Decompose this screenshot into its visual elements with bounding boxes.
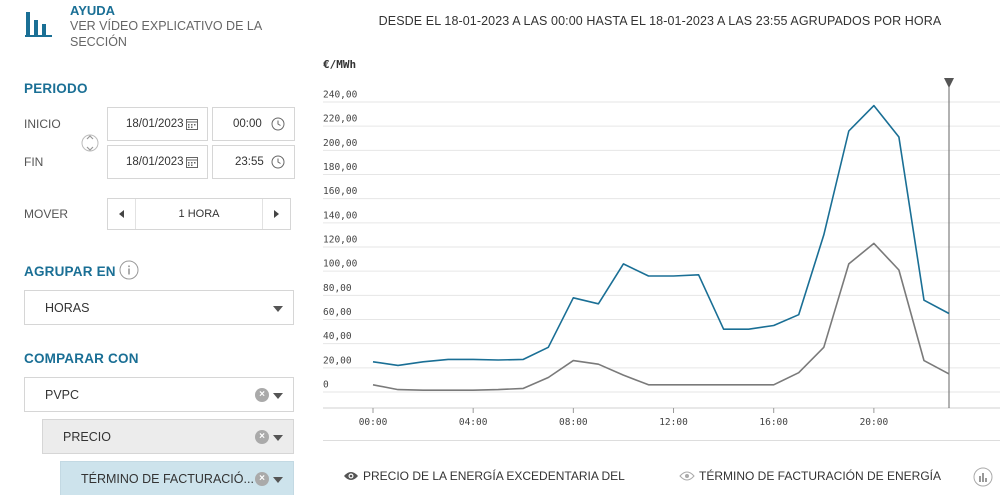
remove-icon[interactable]: × — [255, 430, 269, 444]
x-tick-label: 00:00 — [359, 417, 388, 428]
legend-item-1[interactable]: PRECIO DE LA ENERGÍA EXCEDENTARIA DEL — [343, 469, 625, 483]
x-tick-label: 20:00 — [860, 417, 889, 428]
eye-icon — [344, 472, 358, 480]
y-tick-label: 220,00 — [323, 114, 358, 125]
chevron-down-icon — [273, 477, 283, 483]
inicio-time-field[interactable]: 00:00 — [212, 107, 295, 141]
inicio-time-value: 00:00 — [233, 118, 262, 130]
chevron-down-icon — [273, 393, 283, 399]
y-tick-label: 180,00 — [323, 162, 358, 173]
y-tick-label: 140,00 — [323, 210, 358, 221]
comparar-item-label: PVPC — [45, 387, 80, 402]
y-tick-label: 240,00 — [323, 90, 358, 101]
y-tick-label: 60,00 — [323, 307, 352, 318]
comparar-item-pvpc[interactable]: PVPC × — [24, 377, 294, 412]
comparar-title: COMPARAR CON — [24, 351, 139, 366]
clock-icon — [271, 117, 285, 131]
chart-legend: PRECIO DE LA ENERGÍA EXCEDENTARIA DEL TÉ… — [323, 440, 1000, 495]
y-tick-label: 160,00 — [323, 186, 358, 197]
comparar-item-precio[interactable]: PRECIO × — [42, 419, 294, 454]
clock-icon — [271, 155, 285, 169]
y-axis-label: €/MWh — [323, 58, 356, 71]
x-tick-label: 16:00 — [759, 417, 788, 428]
inicio-label: INICIO — [24, 117, 61, 131]
cursor-marker-icon — [944, 78, 954, 88]
chevron-right-icon — [274, 210, 279, 218]
y-tick-label: 100,00 — [323, 259, 358, 270]
help-title[interactable]: AYUDA — [70, 3, 116, 18]
comparar-item-label: PRECIO — [63, 429, 111, 444]
inicio-date-value: 18/01/2023 — [126, 118, 184, 130]
comparar-item-label: TÉRMINO DE FACTURACIÓ... — [81, 471, 254, 486]
y-tick-label: 120,00 — [323, 235, 358, 246]
inicio-date-field[interactable]: 18/01/2023 — [107, 107, 208, 141]
info-icon[interactable] — [119, 260, 139, 280]
chart-type-icon[interactable] — [973, 467, 993, 487]
series-line-1 — [372, 104, 950, 367]
bar-chart-icon[interactable] — [24, 8, 54, 38]
remove-icon[interactable]: × — [255, 388, 269, 402]
fin-time-field[interactable]: 23:55 — [212, 145, 295, 179]
mover-prev-button[interactable] — [108, 199, 136, 229]
price-line-chart[interactable]: €/MWh 240,00 220,00 200,00 180,00 160,00 140,0… — [310, 50, 1000, 435]
mover-next-button[interactable] — [262, 199, 290, 229]
calendar-icon — [186, 119, 198, 130]
legend-label-2: TÉRMINO DE FACTURACIÓN DE ENERGÍA — [699, 469, 942, 483]
legend-label-1: PRECIO DE LA ENERGÍA EXCEDENTARIA DEL — [363, 469, 625, 483]
fin-label: FIN — [24, 155, 44, 169]
chevron-left-icon — [119, 210, 124, 218]
y-tick-label: 20,00 — [323, 355, 352, 366]
help-video-link[interactable]: VER VÍDEO EXPLICATIVO DE LA SECCIÓN — [70, 19, 262, 49]
y-tick-label: 200,00 — [323, 138, 358, 149]
date-range-header: DESDE EL 18-01-2023 A LAS 00:00 HASTA EL… — [378, 14, 942, 28]
agrupar-value: HORAS — [45, 300, 90, 315]
y-tick-label: 80,00 — [323, 283, 352, 294]
fin-date-field[interactable]: 18/01/2023 — [107, 145, 208, 179]
fin-time-value: 23:55 — [235, 156, 264, 168]
sidebar: AYUDA VER VÍDEO EXPLICATIVO DE LA SECCIÓ… — [0, 0, 310, 495]
periodo-title: PERIODO — [24, 81, 88, 96]
y-tick-label: 0 — [323, 380, 329, 391]
fin-date-value: 18/01/2023 — [126, 156, 184, 168]
calendar-icon — [186, 157, 198, 168]
agrupar-select[interactable]: HORAS — [24, 290, 294, 325]
agrupar-title: AGRUPAR EN — [24, 264, 116, 279]
x-tick-label: 04:00 — [459, 417, 488, 428]
eye-icon — [679, 471, 695, 481]
mover-value: 1 HORA — [178, 208, 220, 220]
y-tick-label: 40,00 — [323, 331, 352, 342]
mover-stepper: 1 HORA — [107, 198, 291, 230]
x-tick-label: 12:00 — [659, 417, 688, 428]
remove-icon[interactable]: × — [255, 472, 269, 486]
mover-label: MOVER — [24, 207, 69, 221]
chevron-down-icon — [273, 306, 283, 312]
series-line-2 — [372, 242, 950, 392]
x-tick-label: 08:00 — [559, 417, 588, 428]
legend-item-2[interactable]: TÉRMINO DE FACTURACIÓN DE ENERGÍA — [679, 469, 941, 483]
comparar-item-termino[interactable]: TÉRMINO DE FACTURACIÓ... × — [60, 461, 294, 495]
swap-dates-icon[interactable] — [80, 131, 100, 155]
chevron-down-icon — [273, 435, 283, 441]
